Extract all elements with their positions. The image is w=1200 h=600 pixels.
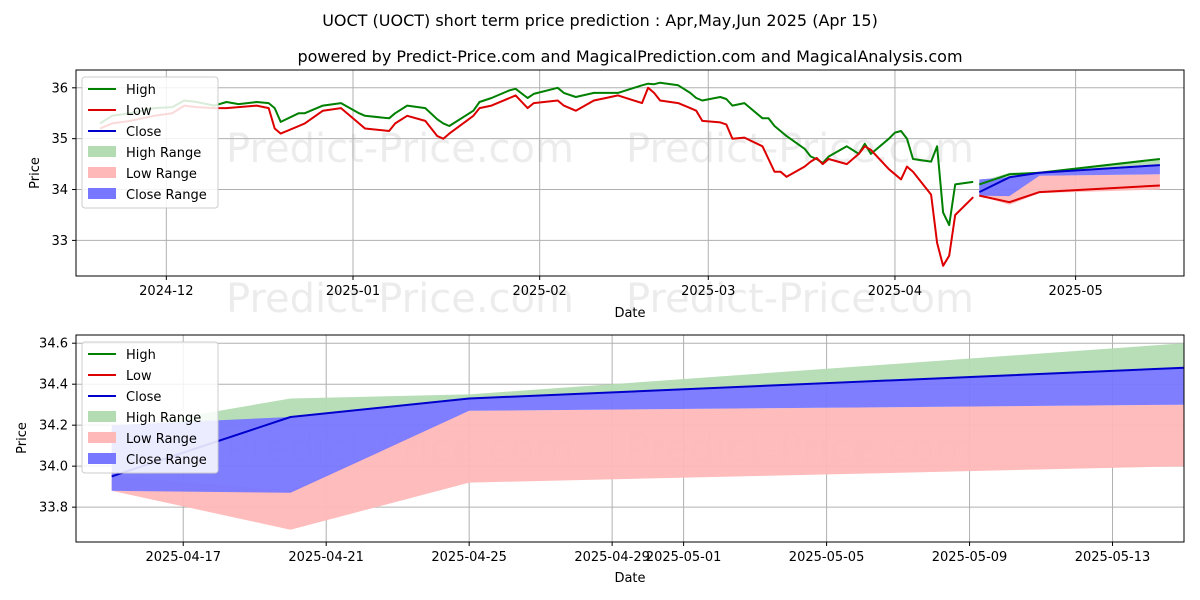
- watermark-text: Predict-Price.com: [226, 276, 574, 322]
- low-line: [99, 86, 974, 267]
- x-tick-label: 2025-04: [868, 284, 922, 299]
- close-forecast-line: [978, 164, 1160, 193]
- y-tick-label: 33: [51, 234, 68, 249]
- legend-label-low: Low: [126, 104, 152, 119]
- legend-swatch-low-range: [88, 167, 116, 178]
- forecast-zoom-panel: Predict-Price.com Predict-Price.com 2025…: [15, 334, 1185, 586]
- low-forecast-line: [979, 184, 1160, 204]
- y-tick-label: 33.8: [39, 501, 68, 516]
- main-x-axis-label: Date: [614, 306, 645, 321]
- y-tick-label: 34.4: [39, 378, 68, 393]
- main-axis-ticks: 2024-12 2025-01 2025-02 2025-03 2025-04 2025-…: [51, 81, 1102, 299]
- x-tick-label: 2025-05-13: [1075, 550, 1151, 565]
- legend-label-high-range: High Range: [126, 411, 201, 426]
- y-tick-label: 34.0: [39, 460, 68, 475]
- y-tick-label: 35: [51, 132, 68, 147]
- y-tick-label: 34.6: [39, 337, 68, 352]
- watermark-text: Predict-Price.com: [626, 126, 974, 172]
- close-range-band: [979, 165, 1160, 197]
- legend-label-close: Close: [126, 390, 161, 405]
- x-tick-label: 2025-04-21: [288, 550, 364, 565]
- legend-swatch-close-range: [88, 453, 116, 464]
- legend-label-close: Close: [126, 125, 161, 140]
- legend-label-low: Low: [126, 369, 152, 384]
- watermark-text: Predict-Price.com: [626, 276, 974, 322]
- x-tick-label: 2025-03: [681, 284, 735, 299]
- zoom-range-bands: [111, 343, 1185, 530]
- high-range-band: [111, 343, 1185, 467]
- x-tick-label: 2025-01: [326, 284, 380, 299]
- legend-label-high: High: [126, 348, 156, 363]
- close-range-band: [111, 367, 1185, 493]
- x-tick-label: 2024-12: [139, 284, 193, 299]
- zoom-axis-ticks: 2025-04-17 2025-04-21 2025-04-25 2025-04-29…: [39, 337, 1150, 565]
- legend-label-low-range: Low Range: [126, 432, 197, 447]
- x-tick-label: 2025-04-17: [145, 550, 221, 565]
- x-tick-label: 2025-04-25: [431, 550, 507, 565]
- x-tick-label: 2025-02: [513, 284, 567, 299]
- legend-label-high: High: [126, 83, 156, 98]
- watermark-text: Predict-Price.com: [226, 126, 574, 172]
- high-range-band: [979, 159, 1160, 190]
- high-forecast-line: [978, 158, 1161, 186]
- x-tick-label: 2025-05-01: [646, 550, 722, 565]
- x-tick-label: 2025-05: [1048, 284, 1102, 299]
- legend-swatch-high-range: [88, 146, 116, 157]
- zoom-y-axis-label: Price: [15, 422, 30, 454]
- legend-label-close-range: Close Range: [126, 453, 207, 468]
- main-price-panel: Predict-Price.com Predict-Price.com Pred…: [28, 69, 1185, 322]
- zoom-legend: High Low Close High Range Low Range Clos…: [81, 341, 219, 474]
- legend-swatch-low-range: [88, 432, 116, 443]
- legend-swatch-high-range: [88, 411, 116, 422]
- legend-label-high-range: High Range: [126, 146, 201, 161]
- x-tick-label: 2025-04-29: [574, 550, 650, 565]
- legend-label-close-range: Close Range: [126, 188, 207, 203]
- y-tick-label: 36: [51, 81, 68, 96]
- main-plot-frame: [75, 69, 1185, 277]
- y-tick-label: 34: [51, 183, 68, 198]
- zoom-x-axis-label: Date: [614, 571, 645, 586]
- main-legend: High Low Close High Range Low Range Clos…: [81, 76, 219, 209]
- x-tick-label: 2025-05-09: [932, 550, 1008, 565]
- zoom-plot-frame: [75, 334, 1185, 543]
- main-series-lines: [99, 81, 1161, 267]
- chart-title: UOCT (UOCT) short term price prediction …: [322, 11, 878, 30]
- legend-label-low-range: Low Range: [126, 167, 197, 182]
- y-tick-label: 34.2: [39, 419, 68, 434]
- legend-swatch-close-range: [88, 188, 116, 199]
- main-y-axis-label: Price: [28, 157, 43, 189]
- chart-subtitle: powered by Predict-Price.com and Magical…: [297, 47, 962, 66]
- x-tick-label: 2025-05-05: [789, 550, 865, 565]
- low-range-band: [111, 404, 1185, 530]
- watermarks-main: Predict-Price.com Predict-Price.com Pred…: [226, 126, 974, 322]
